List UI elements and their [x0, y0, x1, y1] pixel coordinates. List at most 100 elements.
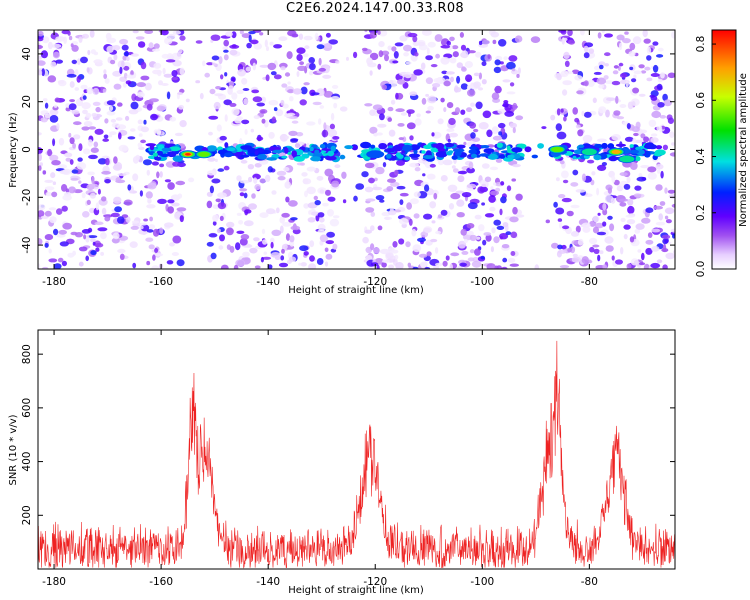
hotspot — [366, 150, 385, 159]
noise-blob — [387, 178, 396, 183]
noise-blob — [632, 137, 637, 144]
signal-blob — [629, 149, 640, 154]
noise-blob — [650, 137, 659, 143]
noise-blob — [467, 257, 475, 262]
signal-blob — [293, 156, 305, 162]
noise-blob — [97, 188, 101, 195]
noise-blob — [409, 135, 414, 141]
noise-blob — [259, 64, 270, 68]
noise-blob — [85, 112, 92, 119]
signal-blob — [339, 154, 346, 160]
noise-blob — [119, 38, 129, 45]
noise-blob — [502, 79, 511, 83]
noise-blob — [509, 82, 515, 87]
noise-blob — [269, 41, 274, 46]
noise-blob — [486, 129, 493, 138]
noise-blob — [375, 166, 385, 175]
noise-blob — [104, 118, 109, 124]
noise-blob — [72, 142, 76, 149]
noise-blob — [53, 228, 59, 236]
signal-blob — [398, 143, 405, 147]
noise-blob — [234, 118, 242, 124]
noise-blob — [42, 266, 49, 269]
signal-blob — [168, 146, 181, 152]
noise-blob — [44, 102, 49, 109]
noise-blob — [446, 40, 451, 46]
noise-blob — [510, 231, 518, 239]
noise-blob — [138, 222, 148, 226]
noise-blob — [606, 97, 616, 101]
noise-blob — [47, 148, 53, 157]
noise-blob — [381, 262, 387, 268]
noise-blob — [425, 110, 431, 114]
noise-blob — [316, 258, 324, 265]
noise-blob — [68, 132, 72, 138]
noise-blob — [577, 129, 584, 137]
noise-blob — [329, 218, 340, 227]
noise-blob — [100, 251, 104, 256]
noise-blob — [38, 147, 43, 155]
signal-blob — [644, 142, 655, 150]
noise-blob — [651, 133, 658, 137]
noise-blob — [433, 78, 442, 83]
noise-blob — [306, 121, 316, 126]
noise-blob — [646, 55, 652, 61]
signal-blob — [615, 143, 627, 147]
noise-blob — [649, 94, 655, 98]
noise-blob — [597, 254, 601, 262]
noise-blob — [242, 251, 250, 258]
noise-blob — [593, 248, 600, 254]
noise-blob — [149, 216, 154, 222]
noise-blob — [623, 224, 631, 230]
noise-blob — [296, 47, 306, 54]
noise-blob — [154, 248, 159, 253]
noise-blob — [110, 212, 120, 218]
noise-blob — [172, 30, 181, 35]
noise-blob — [633, 132, 639, 137]
hotspot — [198, 151, 210, 157]
noise-blob — [339, 106, 348, 112]
noise-blob — [500, 181, 505, 186]
noise-blob — [235, 242, 241, 251]
noise-blob — [253, 237, 260, 242]
noise-blob — [314, 32, 319, 41]
noise-blob — [660, 170, 664, 179]
noise-blob — [397, 79, 406, 85]
noise-blob — [426, 251, 432, 257]
signal-blob — [395, 152, 402, 158]
noise-blob — [541, 126, 547, 130]
noise-blob — [611, 134, 621, 141]
noise-blob — [90, 238, 96, 243]
noise-blob — [449, 57, 457, 64]
noise-blob — [123, 51, 129, 57]
signal-blob — [404, 156, 411, 161]
noise-blob — [38, 60, 46, 66]
noise-blob — [503, 56, 508, 61]
noise-blob — [229, 49, 238, 56]
noise-blob — [217, 202, 227, 210]
noise-blob — [602, 203, 607, 211]
noise-blob — [288, 256, 297, 262]
noise-blob — [592, 244, 600, 248]
noise-blob — [618, 198, 629, 202]
noise-blob — [453, 87, 462, 93]
snr-panel: -180 -160 -140 -120 -100 -80 200 400 600 800 Hei… — [8, 329, 676, 596]
signal-blob — [594, 143, 603, 149]
noise-blob — [624, 31, 629, 35]
noise-blob — [442, 260, 448, 267]
noise-blob — [126, 74, 136, 79]
noise-blob — [300, 262, 307, 267]
noise-blob — [229, 245, 235, 253]
noise-blob — [172, 235, 182, 244]
signal-blob — [240, 154, 250, 158]
noise-blob — [71, 59, 78, 64]
noise-blob — [597, 164, 607, 171]
noise-blob — [414, 52, 419, 57]
noise-blob — [605, 245, 614, 252]
noise-blob — [237, 69, 247, 77]
noise-blob — [624, 136, 634, 142]
noise-blob — [207, 157, 216, 162]
noise-blob — [392, 241, 398, 248]
colorbar-tick-label: 0.2 — [695, 204, 707, 221]
noise-blob — [261, 228, 266, 235]
